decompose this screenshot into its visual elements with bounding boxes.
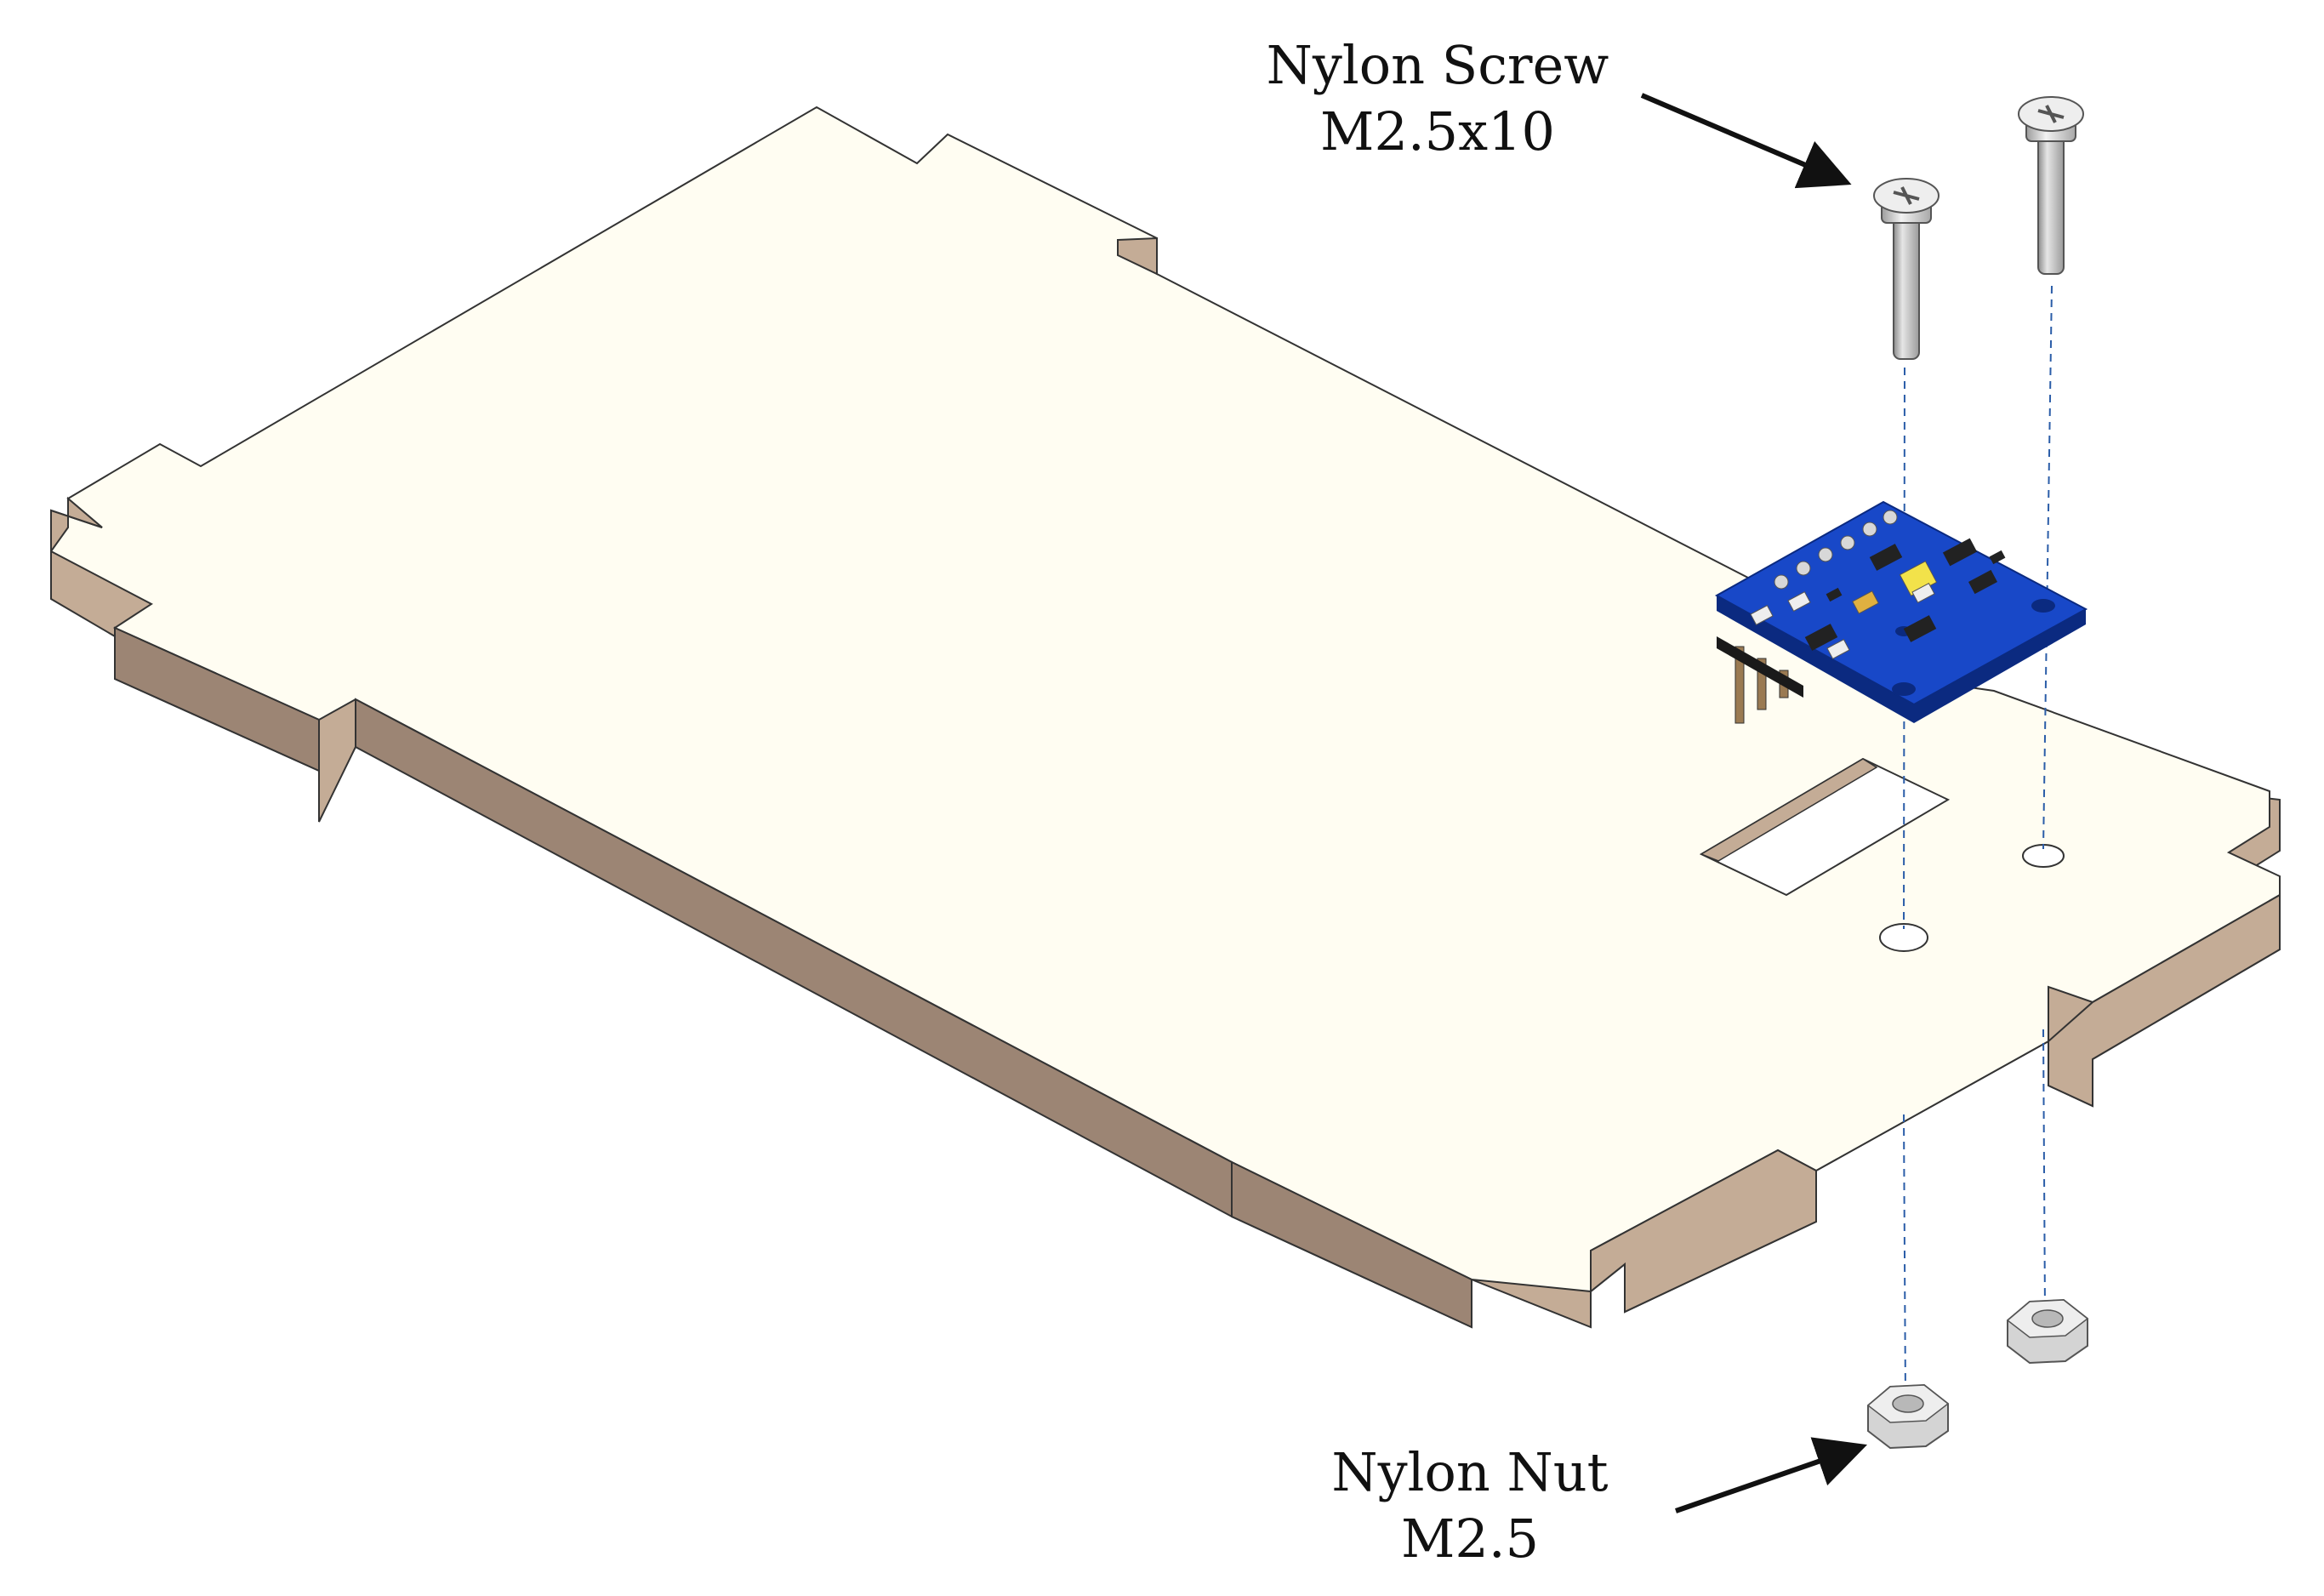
plate-side-notch-left [50, 496, 103, 555]
plate-side-notch-top [1117, 237, 1158, 276]
sensor-board-top [1714, 500, 2088, 706]
arrow-icon [1640, 93, 1852, 189]
screw-icon [2018, 96, 2084, 275]
board-components [1750, 538, 2006, 660]
nut-icon [2006, 1298, 2089, 1365]
plate-front-face-left [114, 626, 320, 772]
header-pins [1717, 636, 1803, 724]
pin-pads [1774, 510, 1898, 590]
guide-back-upper [2042, 285, 2053, 850]
plate-slot-wall [1700, 758, 1878, 862]
nut-icon [1866, 1383, 1950, 1450]
arrow-icon [1675, 1437, 1868, 1513]
plate-front-face-tab [1231, 1160, 1472, 1329]
screw-label-size: M2.5x10 [1320, 100, 1555, 162]
plate-side-face-right [1590, 1149, 1817, 1314]
nut-label-size: M2.5 [1401, 1508, 1539, 1570]
plate-side-face-right2 [2048, 893, 2281, 1108]
guide-back-lower [2042, 1029, 2046, 1313]
alignment-guides [1903, 285, 2053, 1398]
screw-label-name: Nylon Screw [1267, 34, 1609, 96]
nut-label-name: Nylon Nut [1331, 1441, 1608, 1503]
guide-front-upper [1903, 367, 1905, 930]
plate-hole-front [1879, 923, 1928, 952]
guide-front-lower [1903, 1114, 1906, 1398]
acrylic-plate [50, 105, 2281, 1329]
board-hole-1 [2031, 599, 2055, 613]
sensor-board-icon [1714, 500, 2088, 724]
board-hole-2 [1892, 682, 1916, 696]
screw-icon [1873, 178, 1940, 360]
